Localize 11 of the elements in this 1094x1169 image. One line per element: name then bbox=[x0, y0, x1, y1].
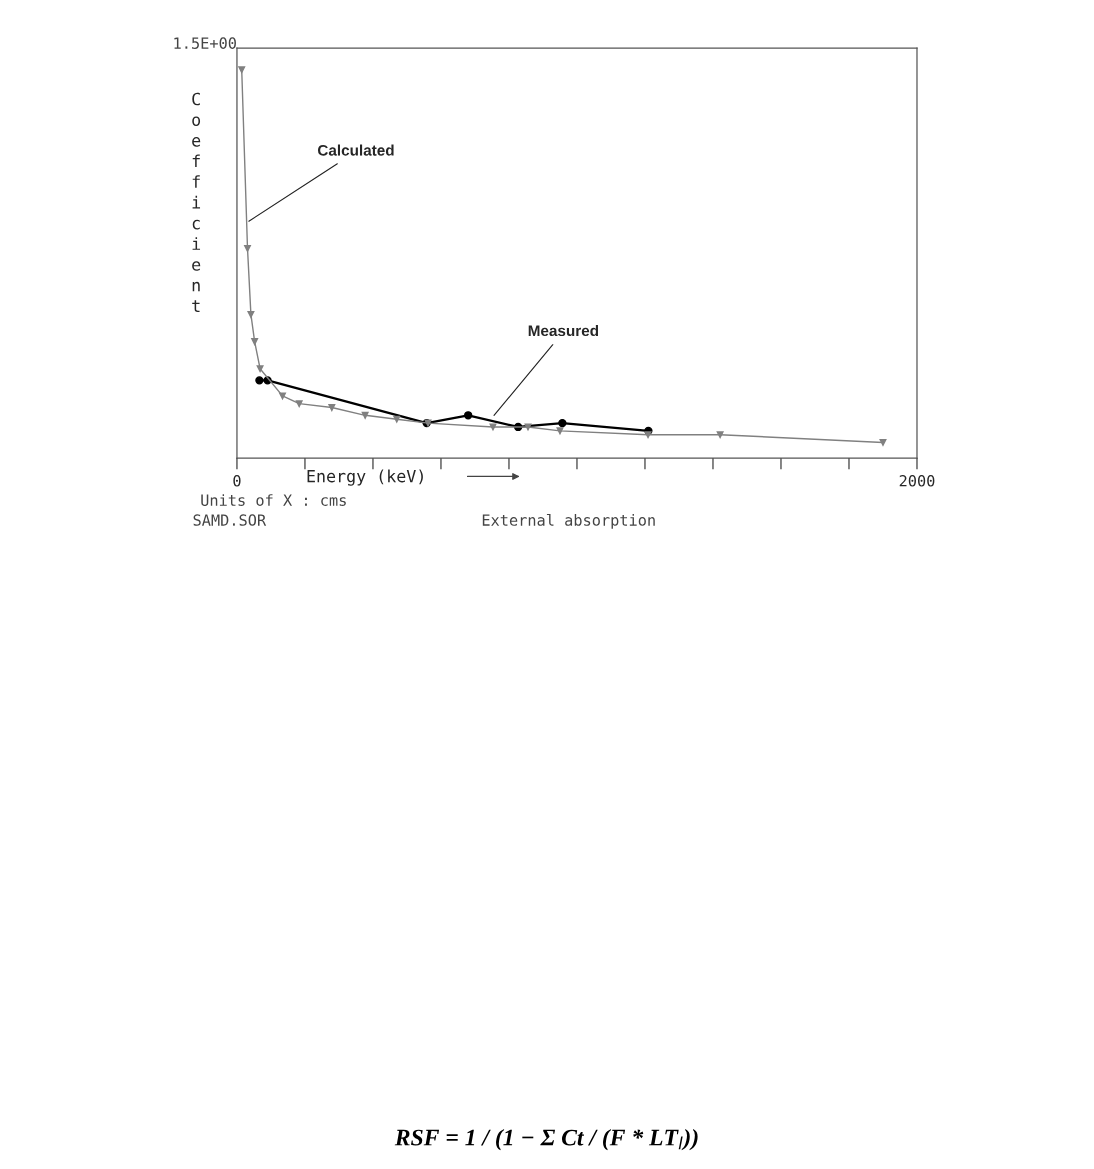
text: Units of X : cms bbox=[201, 494, 346, 506]
annotation: Measured bbox=[528, 324, 599, 337]
text: 1.5E+00 bbox=[174, 37, 236, 49]
text: Coefficient bbox=[192, 92, 201, 312]
x-axis-title: Energy (keV) bbox=[307, 469, 423, 486]
x-tick-label: 2000 bbox=[899, 475, 935, 487]
x-tick-label: 0 bbox=[233, 475, 241, 487]
text: SAMD.SOR bbox=[193, 514, 267, 526]
text: RSF = 1 / (1 − Σ Ct / (F * LT$_{l}$)) bbox=[394, 1128, 698, 1151]
text: External absorption bbox=[482, 513, 655, 529]
annotation: Calculated bbox=[317, 144, 394, 156]
